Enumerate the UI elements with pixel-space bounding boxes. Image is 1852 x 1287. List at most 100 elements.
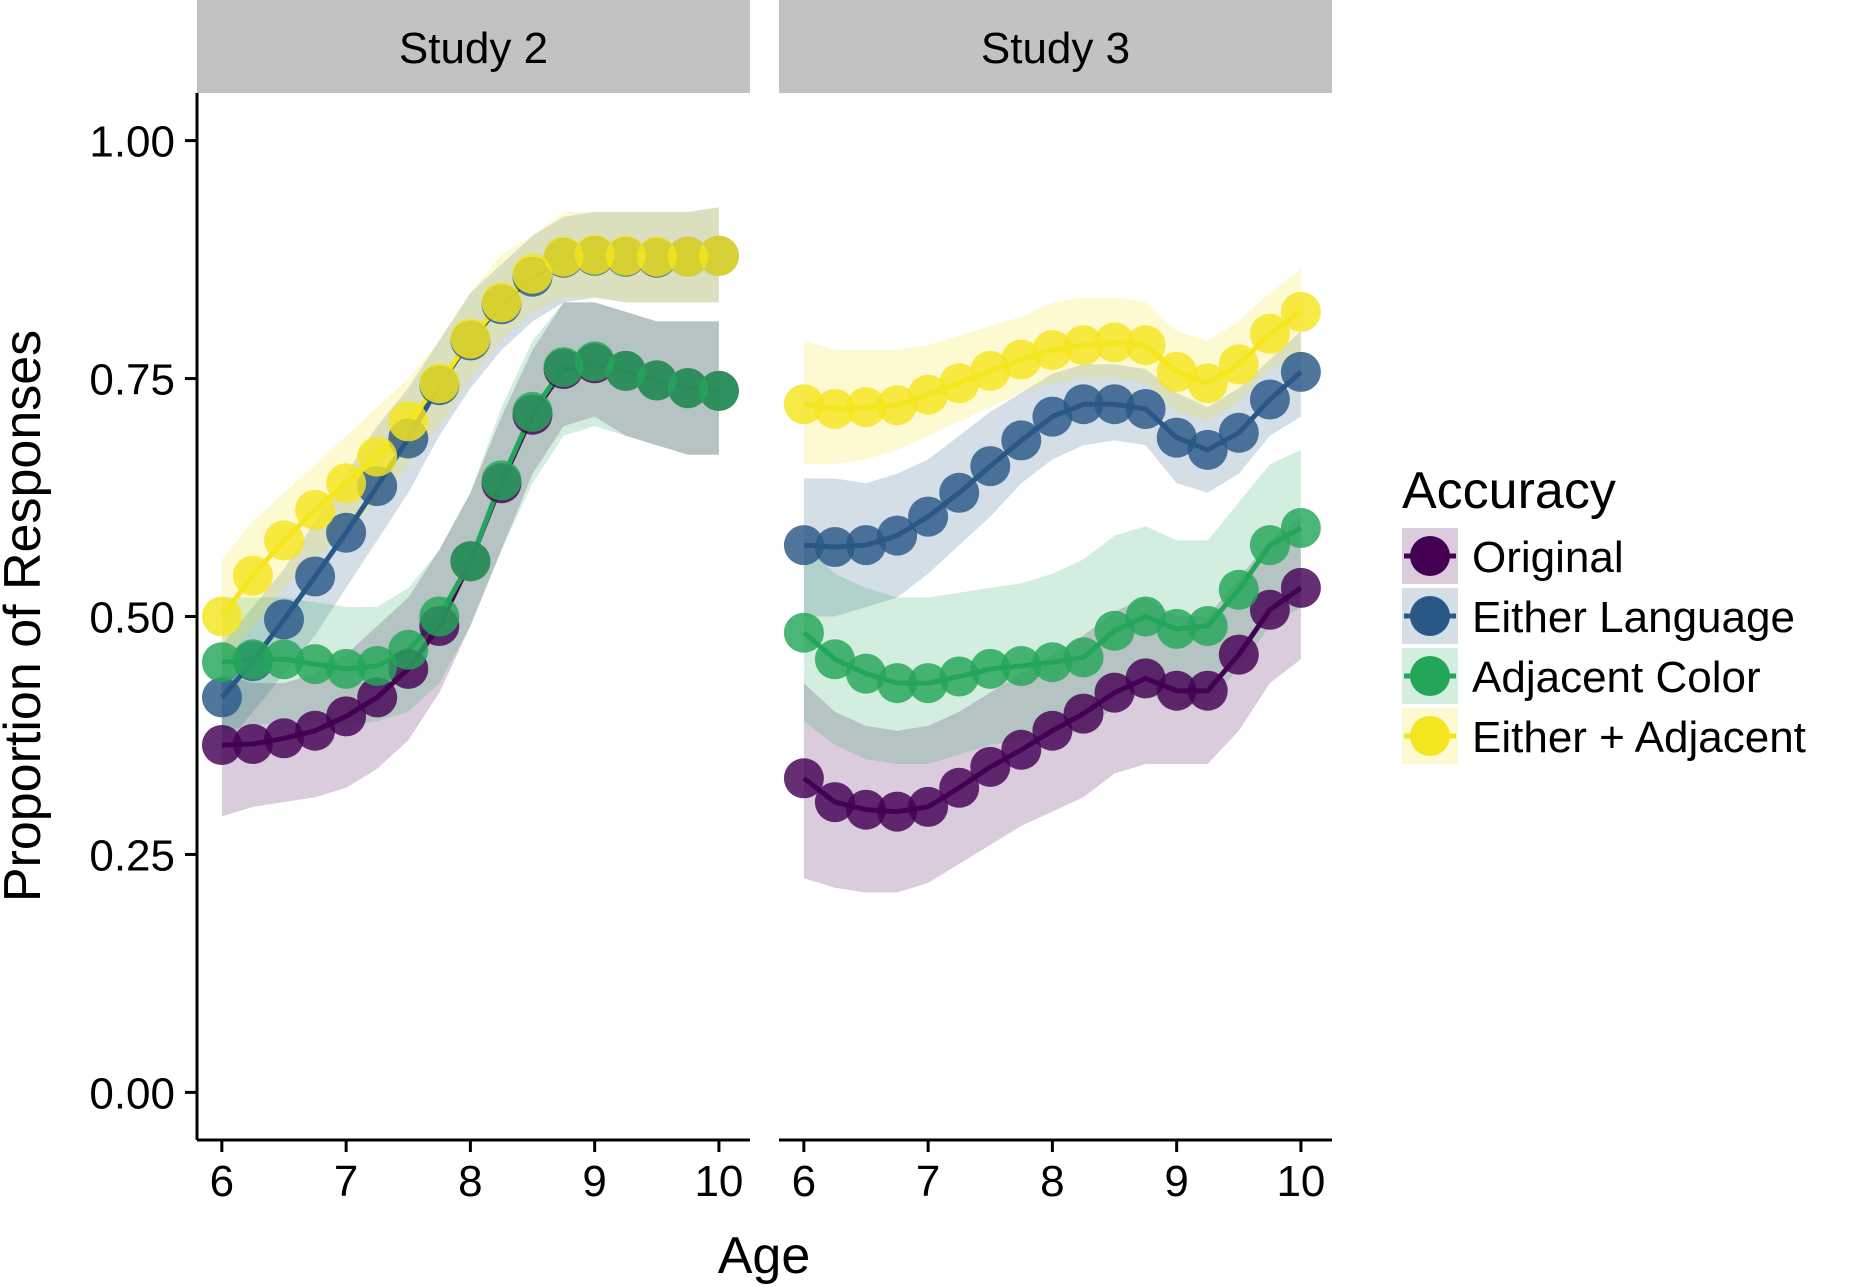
y-tick-label: 0.25 xyxy=(89,831,175,880)
x-tick-label: 6 xyxy=(792,1157,816,1206)
x-tick-label: 8 xyxy=(1040,1157,1064,1206)
point-either-adjacent xyxy=(1032,330,1073,370)
point-either-adjacent xyxy=(970,350,1011,391)
x-tick-label: 6 xyxy=(210,1157,234,1206)
point-either-language xyxy=(357,466,398,507)
point-either-language xyxy=(814,527,855,567)
point-adjacent-color xyxy=(939,656,980,697)
point-original xyxy=(357,677,398,718)
legend-label-original: Original xyxy=(1472,533,1624,582)
point-original xyxy=(295,710,336,751)
point-adjacent-color xyxy=(877,663,918,704)
point-adjacent-color xyxy=(419,596,460,637)
legend-key-point-either-adjacent xyxy=(1410,716,1450,756)
point-adjacent-color xyxy=(846,653,886,694)
point-original xyxy=(1094,672,1135,713)
point-either-adjacent xyxy=(814,389,855,429)
strip-label: Study 2 xyxy=(399,24,548,73)
point-either-language xyxy=(264,599,304,640)
band-either-language xyxy=(803,331,1301,617)
point-either-adjacent xyxy=(388,401,429,442)
point-adjacent-color xyxy=(1125,596,1166,637)
point-original xyxy=(877,791,918,832)
series-points xyxy=(783,291,1321,832)
point-original xyxy=(1249,589,1290,630)
point-either-language xyxy=(201,677,242,718)
point-original xyxy=(264,718,304,759)
point-either-language xyxy=(1249,379,1290,420)
point-either-adjacent xyxy=(326,463,367,504)
point-original xyxy=(201,725,242,765)
y-tick-label: 0.50 xyxy=(89,594,175,643)
point-adjacent-color xyxy=(667,368,708,409)
legend-label-either-language: Either Language xyxy=(1472,593,1795,642)
x-tick-label: 7 xyxy=(916,1157,940,1206)
point-original xyxy=(1280,567,1321,608)
legend-key-point-original xyxy=(1410,536,1450,576)
point-adjacent-color xyxy=(908,663,949,704)
x-tick-label: 9 xyxy=(1164,1157,1188,1206)
point-either-adjacent xyxy=(1063,325,1104,366)
point-original xyxy=(783,758,824,799)
point-either-language xyxy=(970,446,1011,487)
point-adjacent-color xyxy=(388,629,429,670)
point-adjacent-color xyxy=(783,612,824,653)
point-adjacent-color xyxy=(1280,508,1321,548)
x-tick-label: 8 xyxy=(458,1157,482,1206)
point-either-language xyxy=(1218,412,1259,453)
point-adjacent-color xyxy=(605,350,646,391)
point-either-adjacent xyxy=(605,235,646,276)
point-either-adjacent xyxy=(636,236,677,277)
point-adjacent-color xyxy=(512,391,553,432)
point-original xyxy=(939,767,980,808)
point-either-adjacent xyxy=(264,520,304,561)
point-either-adjacent xyxy=(512,253,553,294)
point-adjacent-color xyxy=(326,648,367,689)
point-either-adjacent xyxy=(1125,325,1166,366)
point-either-adjacent xyxy=(419,363,460,404)
point-either-adjacent xyxy=(201,596,242,637)
point-adjacent-color xyxy=(450,541,491,582)
point-either-adjacent xyxy=(1094,322,1135,363)
point-either-language xyxy=(783,525,824,566)
point-either-language xyxy=(295,556,336,597)
point-either-language xyxy=(1156,417,1197,458)
point-either-adjacent xyxy=(232,555,273,596)
point-original xyxy=(1156,670,1197,711)
point-either-adjacent xyxy=(1218,344,1259,385)
point-either-language xyxy=(939,472,980,513)
legend-title: Accuracy xyxy=(1402,462,1616,520)
point-either-adjacent xyxy=(698,235,739,276)
point-adjacent-color xyxy=(201,642,242,683)
point-original xyxy=(846,789,886,830)
point-either-adjacent xyxy=(481,282,522,323)
legend-key-point-adjacent-color xyxy=(1410,656,1450,696)
point-either-adjacent xyxy=(543,236,584,277)
band-adjacent-color xyxy=(221,302,719,731)
strip-background xyxy=(779,0,1332,93)
point-adjacent-color xyxy=(295,644,336,685)
point-either-adjacent xyxy=(877,385,918,426)
series-points xyxy=(201,234,739,765)
legend: Accuracy Original Either Language Adjacent… xyxy=(1402,462,1806,764)
point-adjacent-color xyxy=(232,639,273,680)
point-either-language xyxy=(1094,384,1135,425)
point-adjacent-color xyxy=(1001,646,1042,686)
point-either-adjacent xyxy=(1187,363,1228,404)
point-original xyxy=(1063,693,1104,734)
point-either-language xyxy=(1280,351,1321,392)
point-either-adjacent xyxy=(908,374,949,415)
point-original xyxy=(1218,634,1259,675)
point-either-language xyxy=(1063,384,1104,425)
point-either-adjacent xyxy=(295,489,336,530)
point-adjacent-color xyxy=(970,648,1011,689)
point-original xyxy=(232,724,273,764)
x-axis-ticks: 6 7 8 9 10 xyxy=(210,1140,743,1206)
point-adjacent-color xyxy=(1094,610,1135,651)
point-either-language xyxy=(1032,396,1073,437)
point-original xyxy=(1001,729,1042,770)
point-either-adjacent xyxy=(1280,291,1321,332)
point-adjacent-color xyxy=(1187,606,1228,646)
x-tick-label: 10 xyxy=(1276,1157,1325,1206)
